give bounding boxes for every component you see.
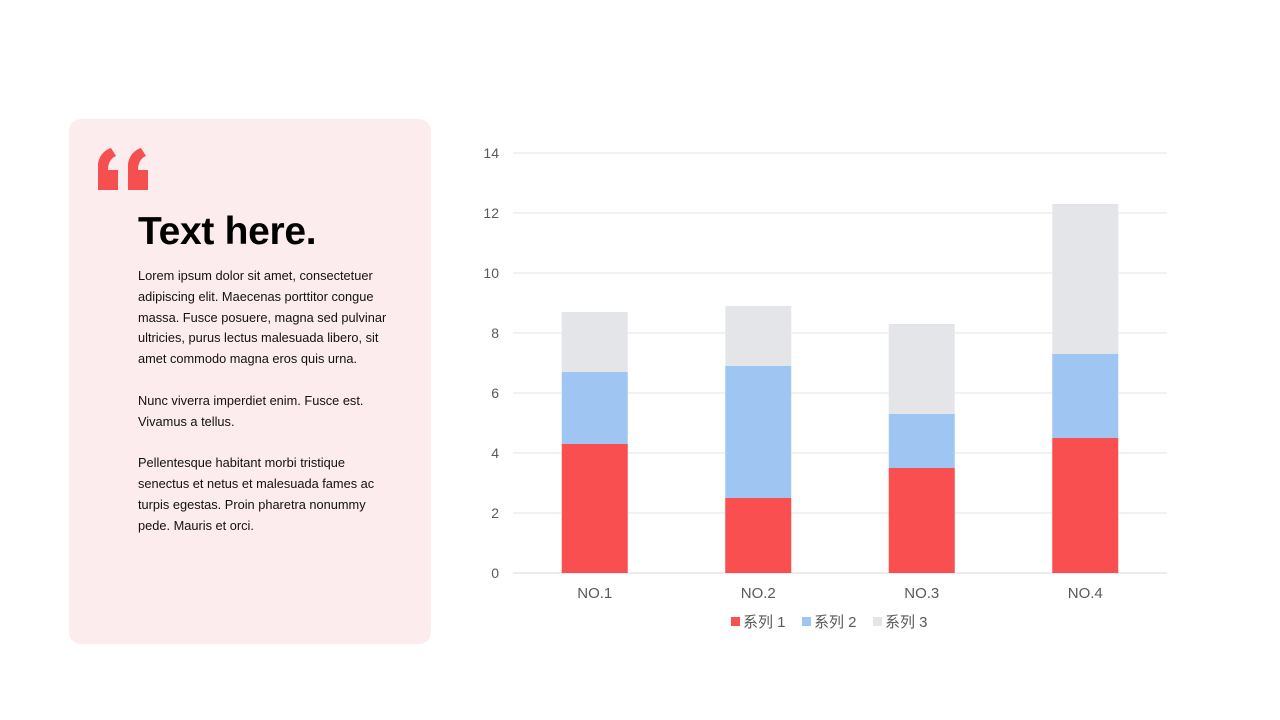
- y-tick-label: 4: [491, 445, 499, 461]
- bar-segment: [561, 312, 628, 372]
- legend-label: 系列 3: [885, 614, 928, 631]
- x-tick-label: NO.1: [577, 585, 612, 602]
- legend-label: 系列 2: [814, 614, 857, 631]
- body-paragraph-3: Pellentesque habitant morbi tristique se…: [138, 455, 375, 533]
- y-tick-label: 12: [483, 205, 499, 221]
- body-paragraph-1: Lorem ipsum dolor sit amet, consectetuer…: [138, 268, 387, 367]
- bar-segment: [1052, 438, 1119, 573]
- quote-card: [69, 119, 431, 644]
- bar-segment: [725, 366, 792, 498]
- bar-segment: [888, 324, 955, 414]
- y-tick-label: 2: [491, 505, 499, 521]
- bar-segment: [1052, 204, 1119, 354]
- x-tick-label: NO.2: [741, 585, 776, 602]
- quote-mark-icon: [98, 148, 148, 190]
- legend-swatch: [802, 617, 811, 626]
- card-body: Lorem ipsum dolor sit amet, consectetuer…: [138, 266, 388, 557]
- stacked-bar-chart: 0 2 4 6 8 10 12 14 NO.1 NO.2 NO.3 NO.4 系列 1 系列 2 系列 3: [483, 145, 1167, 631]
- bar-segment: [1052, 354, 1119, 438]
- body-paragraph-2: Nunc viverra imperdiet enim. Fusce est. …: [138, 392, 364, 429]
- bar-segment: [725, 306, 792, 366]
- x-tick-label: NO.3: [904, 585, 939, 602]
- bar-segment: [561, 444, 628, 573]
- y-tick-label: 0: [491, 565, 499, 581]
- bar-segment: [888, 414, 955, 468]
- y-tick-label: 6: [491, 385, 499, 401]
- bar-segment: [725, 498, 792, 573]
- y-tick-label: 8: [491, 325, 499, 341]
- legend-swatch: [731, 617, 740, 626]
- y-tick-label: 14: [483, 145, 499, 161]
- legend-label: 系列 1: [743, 614, 786, 631]
- bar-segment: [561, 372, 628, 444]
- bar-segment: [888, 468, 955, 573]
- legend-swatch: [873, 617, 882, 626]
- card-title: Text here.: [138, 210, 317, 253]
- y-tick-label: 10: [483, 265, 499, 281]
- x-tick-label: NO.4: [1068, 585, 1103, 602]
